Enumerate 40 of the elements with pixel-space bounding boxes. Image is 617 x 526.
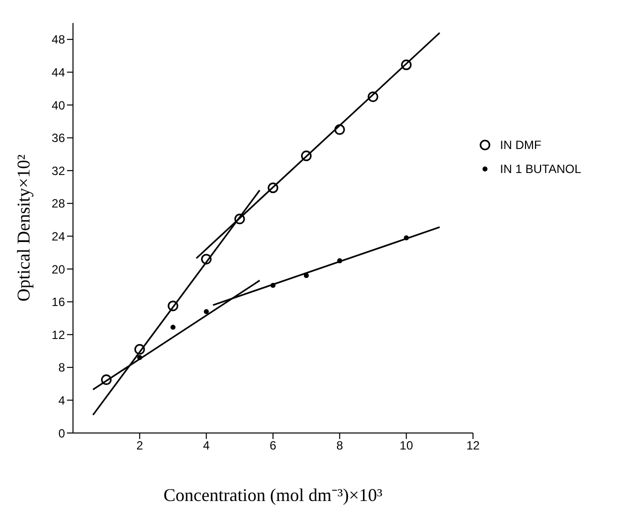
y-tick-label: 20 bbox=[52, 262, 66, 276]
point bbox=[301, 150, 312, 162]
x-tick-label: 10 bbox=[400, 438, 414, 453]
x-tick-label: 8 bbox=[336, 438, 344, 453]
x-tick-label: 4 bbox=[202, 438, 210, 453]
point bbox=[268, 182, 278, 194]
y-axis-title: Optical Density×10² bbox=[13, 154, 34, 302]
point bbox=[368, 92, 378, 102]
y-tick-label: 16 bbox=[52, 295, 66, 310]
x-tick-label: 12 bbox=[466, 438, 480, 453]
point bbox=[334, 124, 345, 135]
legend-label: IN 1 BUTANOL bbox=[500, 162, 582, 176]
point bbox=[401, 60, 412, 70]
y-tick-label: 40 bbox=[52, 98, 66, 112]
y-tick-label: 0 bbox=[58, 426, 66, 440]
point bbox=[337, 258, 342, 264]
x-tick-label: 2 bbox=[136, 438, 144, 453]
point bbox=[134, 344, 145, 355]
point bbox=[404, 235, 409, 240]
point bbox=[270, 282, 276, 288]
y-tick-label: 32 bbox=[52, 164, 66, 178]
y-tick-label: 48 bbox=[52, 32, 66, 47]
legend-label: IN DMF bbox=[500, 138, 542, 152]
point bbox=[304, 273, 309, 278]
point bbox=[168, 300, 178, 312]
point bbox=[201, 254, 212, 264]
y-tick-label: 12 bbox=[52, 328, 66, 342]
y-tick-label: 4 bbox=[58, 393, 66, 408]
y-tick-label: 24 bbox=[52, 229, 66, 244]
point bbox=[137, 355, 142, 360]
x-axis-title: Concentration (mol dm⁻³)×10³ bbox=[164, 484, 384, 505]
point bbox=[101, 374, 112, 385]
x-tick-label: 6 bbox=[270, 438, 277, 453]
y-tick-label: 36 bbox=[52, 131, 66, 146]
y-tick-label: 28 bbox=[52, 196, 66, 211]
y-tick-label: 8 bbox=[58, 360, 66, 375]
point bbox=[204, 309, 209, 314]
point bbox=[170, 324, 176, 330]
y-tick-label: 44 bbox=[52, 65, 66, 80]
point bbox=[234, 214, 245, 224]
